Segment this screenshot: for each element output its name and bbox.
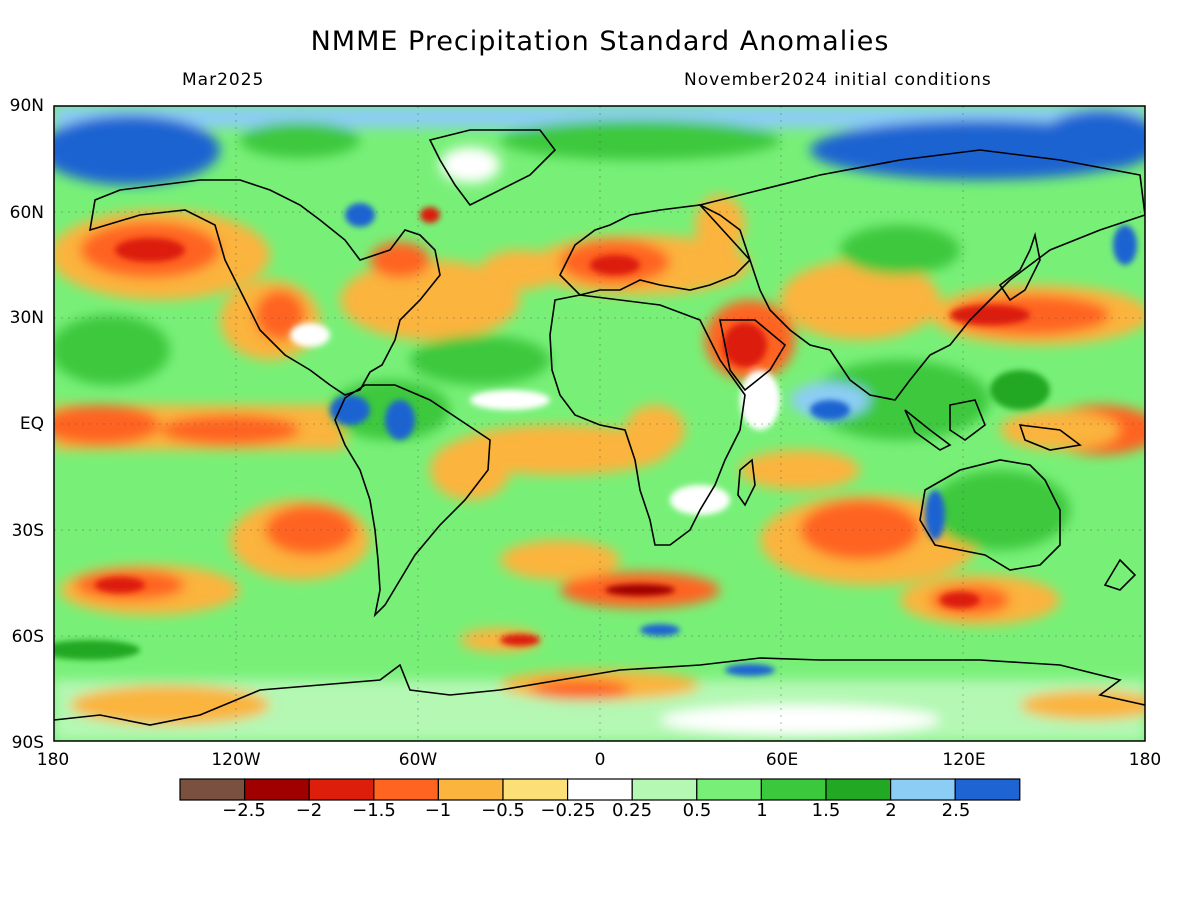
colorbar-label: −2 (295, 800, 323, 821)
africa-coast (549, 294, 746, 546)
colorbar-label: −0.25 (540, 800, 596, 821)
lat-label-90n: 90N (9, 96, 44, 116)
colorbar-swatch (889, 778, 956, 801)
south-america-coast (334, 384, 491, 618)
colorbar-label: 0.25 (611, 800, 653, 821)
new-zealand-coast (1103, 558, 1137, 591)
coastlines (54, 129, 1145, 726)
lat-label-eq: EQ (19, 414, 44, 434)
madagascar-coast (737, 458, 756, 507)
new-guinea-coast (1018, 424, 1082, 451)
sumatra-coast (904, 409, 952, 451)
lat-label-60n: 60N (9, 203, 44, 223)
initial-conditions-label: November2024 initial conditions (684, 70, 992, 90)
fine-anomaly-patches (54, 203, 1137, 676)
lon-label-60w: 60W (398, 750, 438, 770)
lon-label-180e: 180 (1128, 750, 1162, 770)
colorbar-label: 1 (756, 800, 768, 821)
colorbar-label: 2 (885, 800, 897, 821)
colorbar-swatch (179, 778, 246, 801)
colorbar-swatch (373, 778, 439, 801)
colorbar (179, 778, 1021, 801)
colorbar-label: 0.5 (682, 800, 712, 821)
colorbar-swatch (954, 778, 1021, 801)
colorbar-swatch (437, 778, 504, 801)
lon-label-120w: 120W (211, 750, 261, 770)
australia-coast (919, 459, 1061, 571)
colorbar-swatch (631, 778, 698, 801)
north-america-coast (88, 179, 441, 396)
colorbar-label: −2.5 (222, 800, 266, 821)
antarctica-coast (54, 657, 1145, 726)
colorbar-label: 1.5 (811, 800, 841, 821)
lat-label-30s: 30S (11, 521, 44, 541)
lon-label-180w: 180 (36, 750, 70, 770)
colorbar-swatch (760, 778, 827, 801)
colorbar-label: −0.5 (481, 800, 525, 821)
greenland-coast (428, 129, 557, 207)
lon-label-120e: 120E (942, 750, 986, 770)
colorbar-label: −1 (424, 800, 452, 821)
map-title: NMME Precipitation Standard Anomalies (310, 26, 890, 57)
colorbar-label: 2.5 (941, 800, 971, 821)
colorbar-swatch (502, 778, 569, 801)
colorbar-label: −1.5 (352, 800, 396, 821)
lon-label-0: 0 (594, 750, 606, 770)
lat-label-30n: 30N (9, 308, 44, 328)
map-frame (53, 105, 1146, 742)
colorbar-swatch (244, 778, 310, 801)
lon-label-60e: 60E (765, 750, 799, 770)
colorbar-swatch (566, 778, 633, 801)
borneo-coast (949, 399, 986, 441)
colorbar-swatch (696, 778, 762, 801)
valid-month-label: Mar2025 (182, 70, 265, 90)
asia-coast (698, 149, 1145, 401)
colorbar-swatch (308, 778, 375, 801)
lat-label-60s: 60S (11, 627, 44, 647)
colorbar-swatch (825, 778, 892, 801)
japan-coast (998, 231, 1041, 302)
arabia-coast (719, 319, 787, 392)
lat-label-90s: 90S (11, 733, 44, 753)
